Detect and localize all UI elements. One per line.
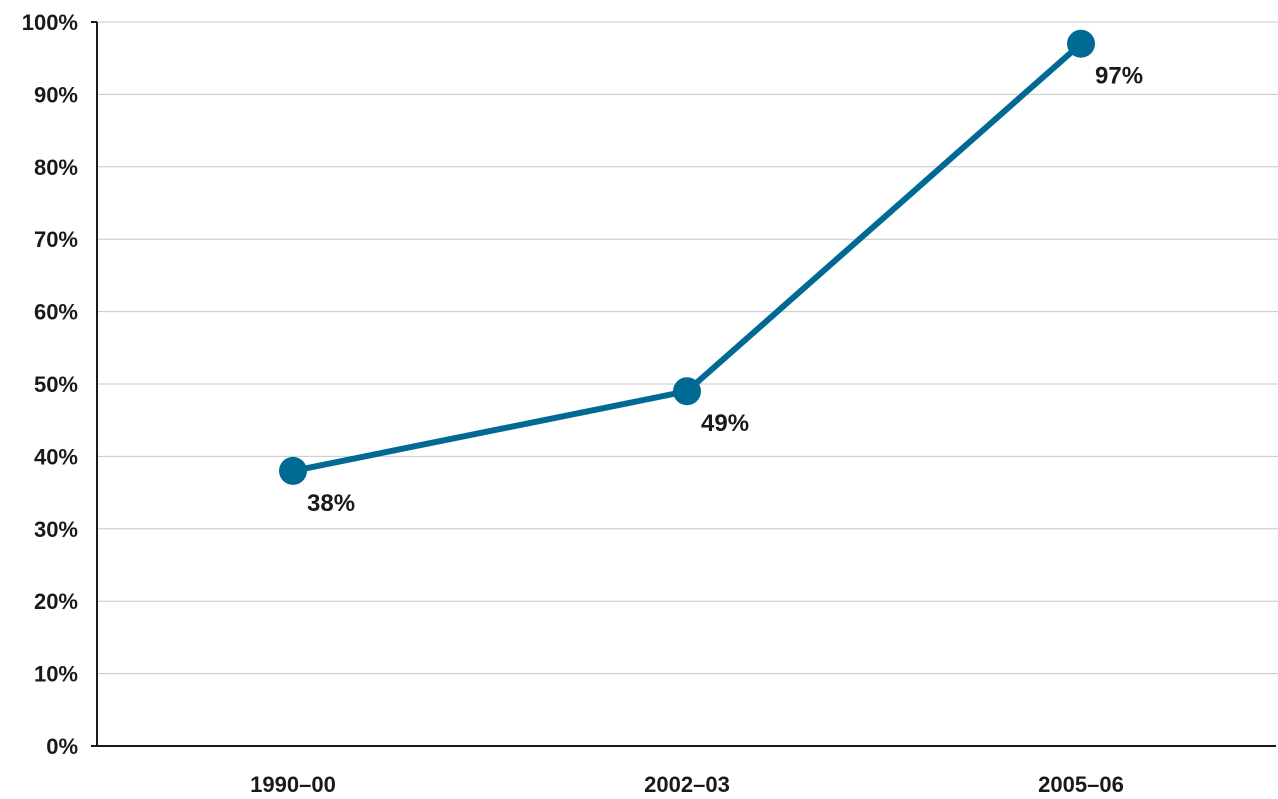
- x-tick-label: 2005–06: [1038, 772, 1124, 797]
- series-line: [292, 41, 1083, 474]
- y-tick-label: 100%: [22, 10, 78, 35]
- y-tick-label: 30%: [34, 517, 78, 542]
- data-label: 38%: [307, 490, 355, 517]
- x-tick-label: 1990–00: [250, 772, 336, 797]
- data-point: [1067, 29, 1095, 58]
- x-axis-tick-labels: 1990–00 2002–03 2005–06: [250, 772, 1124, 797]
- y-tick-label: 20%: [34, 589, 78, 614]
- y-axis-tick-labels: 0% 10% 20% 30% 40% 50% 60% 70% 80% 90% 100%: [22, 10, 78, 759]
- data-label: 49%: [701, 410, 749, 437]
- data-point: [279, 456, 307, 485]
- data-label: 97%: [1095, 63, 1143, 90]
- y-tick-label: 80%: [34, 155, 78, 180]
- y-tick-label: 10%: [34, 662, 78, 687]
- y-tick-label: 70%: [34, 227, 78, 252]
- data-labels: 38% 49% 97%: [307, 63, 1143, 517]
- x-tick-label: 2002–03: [644, 772, 730, 797]
- y-tick-label: 60%: [34, 300, 78, 325]
- y-tick-label: 50%: [34, 372, 78, 397]
- y-tick-label: 40%: [34, 444, 78, 469]
- y-tick-label: 90%: [34, 82, 78, 107]
- series-group: [279, 29, 1095, 485]
- data-point: [673, 377, 701, 406]
- y-tick-label: 0%: [46, 734, 78, 759]
